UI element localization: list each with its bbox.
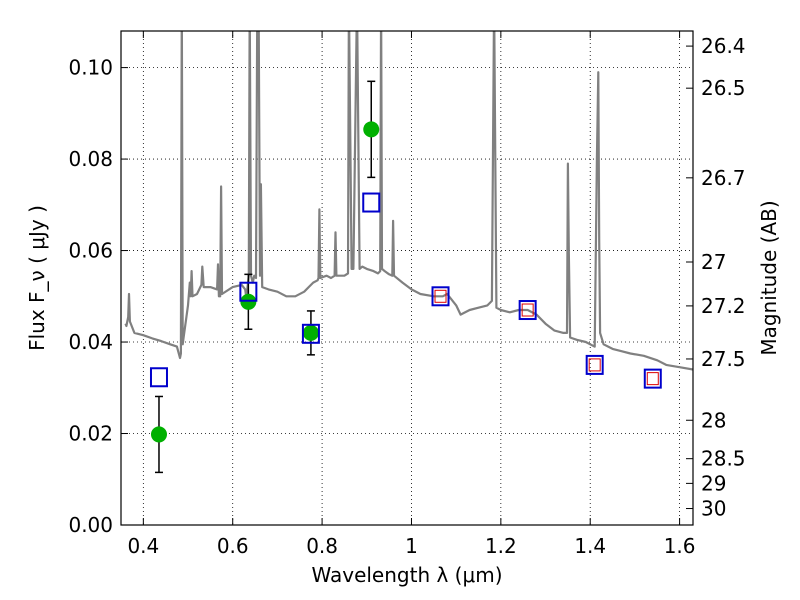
observed-flux-point <box>363 121 380 138</box>
right-tick-label: 27 <box>701 250 726 274</box>
y-tick-label: 0.02 <box>68 422 113 446</box>
y-axis-label: Flux F_ν ( μJy ) <box>25 205 49 351</box>
right-tick-label: 26.4 <box>701 34 746 58</box>
model-spectrum-line <box>124 31 693 371</box>
model-band-square <box>431 286 450 307</box>
x-tick-label: 1 <box>405 534 418 558</box>
y-tick-label: 0.06 <box>68 239 113 263</box>
y-tick-label: 0.00 <box>68 513 113 537</box>
model-band-square-red <box>434 289 447 303</box>
model-band-square-red <box>588 358 601 372</box>
x-tick-label: 1.4 <box>574 534 606 558</box>
x-axis-label: Wavelength λ (μm) <box>311 563 502 587</box>
plot-area <box>121 31 693 525</box>
model-band-square <box>643 368 662 389</box>
right-tick-label: 26.7 <box>701 166 746 190</box>
y-tick-label: 0.10 <box>68 56 113 80</box>
right-tick-label: 30 <box>701 497 726 521</box>
x-tick-label: 0.4 <box>127 534 159 558</box>
y-tick-labels: 0.00 0.02 0.04 0.06 0.08 0.10 <box>68 56 113 537</box>
right-axis-label: Magnitude (AB) <box>757 200 781 355</box>
right-tick-label: 27.5 <box>701 347 746 371</box>
y-tick-label: 0.08 <box>68 147 113 171</box>
model-spectrum-layer <box>124 31 693 371</box>
right-tick-label: 27.2 <box>701 294 746 318</box>
model-band-square <box>301 323 320 344</box>
model-band-square <box>239 281 258 302</box>
right-tick-label: 28.5 <box>701 447 746 471</box>
axis-ticks <box>121 31 693 526</box>
y-tick-label: 0.04 <box>68 330 113 354</box>
model-band-square-red <box>521 303 534 317</box>
x-tick-labels: 0.4 0.6 0.8 1 1.2 1.4 1.6 <box>127 534 695 558</box>
x-tick-label: 1.2 <box>485 534 517 558</box>
x-tick-label: 0.6 <box>217 534 249 558</box>
right-tick-label: 28 <box>701 408 726 432</box>
x-tick-label: 0.8 <box>306 534 338 558</box>
model-band-square <box>149 367 168 388</box>
observed-flux-point <box>240 293 257 310</box>
model-band-square <box>362 192 381 213</box>
model-band-square <box>585 354 604 375</box>
observed-flux-point <box>302 324 319 341</box>
x-tick-label: 1.6 <box>664 534 696 558</box>
model-band-square-red <box>646 372 659 386</box>
marker-layer <box>149 80 662 474</box>
plot-frame <box>120 30 694 526</box>
right-tick-label: 29 <box>701 471 726 495</box>
model-band-square <box>518 300 537 321</box>
observed-flux-point <box>150 426 167 443</box>
right-tick-label: 26.5 <box>701 76 746 100</box>
